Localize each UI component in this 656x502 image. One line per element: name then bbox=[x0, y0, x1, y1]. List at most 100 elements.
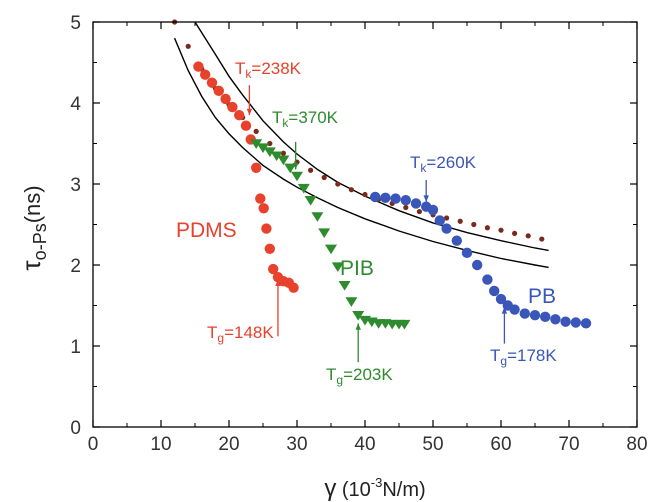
pb-data-point bbox=[560, 316, 571, 327]
pb-data-point bbox=[529, 310, 541, 321]
pib-data-point bbox=[250, 139, 263, 149]
pdms-data-point bbox=[220, 93, 231, 105]
y-tick-label: 4 bbox=[70, 94, 81, 115]
fit-curve-2 bbox=[173, 37, 549, 269]
pb-data-point bbox=[441, 223, 452, 234]
pib-data-point bbox=[284, 163, 297, 174]
pib-tg-arrow-head bbox=[355, 323, 361, 330]
x-tick-label: 30 bbox=[286, 434, 307, 455]
dotted-point bbox=[335, 181, 341, 187]
dotted-point bbox=[362, 191, 368, 198]
pb-tk-arrow-head bbox=[423, 195, 429, 202]
pb-data-point bbox=[482, 274, 493, 285]
pdms-data-point bbox=[251, 162, 262, 173]
pb-data-point bbox=[370, 191, 381, 203]
pib-tg-annotation: Tg=203K bbox=[326, 365, 393, 387]
x-tick-label: 80 bbox=[626, 434, 647, 455]
pib-data-point bbox=[325, 244, 337, 255]
pib-data-point bbox=[263, 147, 276, 157]
dotted-point bbox=[185, 43, 191, 49]
y-axis-title: τo-Ps(ns) bbox=[16, 185, 50, 270]
pib-data-point bbox=[277, 155, 290, 166]
dotted-point bbox=[498, 227, 504, 233]
pb-data-point bbox=[410, 198, 422, 209]
pdms-tg-arrow-head bbox=[275, 279, 281, 287]
pib-data-point bbox=[304, 196, 317, 206]
pdms-data-point bbox=[288, 282, 299, 293]
y-tick-label: 0 bbox=[70, 418, 81, 439]
pdms-data-point bbox=[234, 109, 245, 121]
y-tick-label: 5 bbox=[70, 13, 81, 34]
pb-data-point bbox=[550, 314, 561, 325]
pb-data-point bbox=[390, 193, 401, 204]
pib-data-point bbox=[398, 319, 411, 330]
pdms-data-point bbox=[264, 243, 275, 254]
x-tick-label: 60 bbox=[490, 434, 511, 455]
pb-data-point bbox=[380, 192, 391, 203]
pb-data-point bbox=[495, 293, 507, 305]
pib-data-point bbox=[318, 228, 331, 238]
dotted-point bbox=[525, 233, 531, 239]
dotted-point bbox=[444, 215, 450, 221]
pib-series-label: PIB bbox=[340, 257, 374, 280]
dotted-point bbox=[308, 167, 314, 173]
pb-data-point bbox=[519, 308, 530, 319]
pdms-data-point bbox=[255, 193, 266, 204]
annotation-arrows bbox=[246, 85, 508, 363]
pb-data-point bbox=[451, 235, 462, 246]
pb-data-point bbox=[570, 317, 581, 328]
dotted-point bbox=[416, 208, 422, 215]
pb-tg-annotation: Tg=178K bbox=[490, 346, 557, 368]
fit-curve-1 bbox=[194, 21, 549, 252]
x-axis-title: γ (10-3N/m) bbox=[324, 475, 425, 502]
pb-data-point bbox=[489, 285, 500, 297]
pib-data-point bbox=[338, 281, 351, 291]
pb-data-point bbox=[472, 259, 483, 271]
fit-curves bbox=[173, 21, 549, 269]
pib-data-point bbox=[331, 262, 344, 273]
pdms-data-point bbox=[193, 61, 204, 72]
x-tick-label: 10 bbox=[150, 434, 171, 455]
pib-data-point bbox=[345, 297, 358, 307]
pb-data-point bbox=[540, 311, 551, 323]
pdms-data-point bbox=[261, 223, 272, 234]
dotted-point bbox=[403, 204, 409, 211]
dotted-point bbox=[539, 236, 545, 242]
x-tick-label: 70 bbox=[558, 434, 579, 455]
dotted-point bbox=[484, 225, 490, 231]
pb-data-point bbox=[427, 204, 439, 216]
pb-data-point bbox=[434, 215, 445, 226]
pb-tk-annotation: Tk=260K bbox=[410, 153, 477, 175]
pb-data-point bbox=[580, 318, 592, 329]
pb-data-point bbox=[509, 304, 520, 315]
dotted-series bbox=[172, 19, 545, 242]
pdms-tk-arrow-head bbox=[246, 108, 253, 116]
x-tick-label: 50 bbox=[422, 434, 443, 455]
x-tick-label: 0 bbox=[88, 434, 99, 455]
pdms-series-label: PDMS bbox=[176, 219, 237, 242]
pib-data-point bbox=[257, 143, 269, 153]
pib-data-point bbox=[311, 212, 324, 222]
dotted-point bbox=[457, 218, 463, 224]
pb-data-point bbox=[461, 247, 473, 259]
dotted-point bbox=[348, 187, 354, 193]
y-tick-label: 1 bbox=[70, 337, 81, 358]
pdms-data-point bbox=[200, 69, 211, 80]
dotted-point bbox=[267, 140, 273, 147]
pib-tk-annotation: Tk=370K bbox=[272, 108, 339, 130]
x-tick-label: 20 bbox=[218, 434, 239, 455]
pdms-tk-annotation: Tk=238K bbox=[235, 59, 302, 81]
dotted-point bbox=[253, 128, 259, 134]
dotted-point bbox=[280, 150, 286, 156]
pdms-data-point bbox=[268, 263, 279, 275]
pdms-data-point bbox=[227, 101, 238, 113]
pdms-tg-annotation: Tg=148K bbox=[207, 323, 274, 345]
data-points bbox=[193, 61, 592, 330]
dotted-point bbox=[471, 221, 477, 228]
pb-tg-arrow-head bbox=[501, 307, 508, 314]
pb-series-label: PB bbox=[528, 285, 556, 308]
pdms-data-point bbox=[206, 77, 218, 88]
pib-data-point bbox=[291, 171, 303, 182]
y-tick-label: 2 bbox=[70, 256, 81, 277]
